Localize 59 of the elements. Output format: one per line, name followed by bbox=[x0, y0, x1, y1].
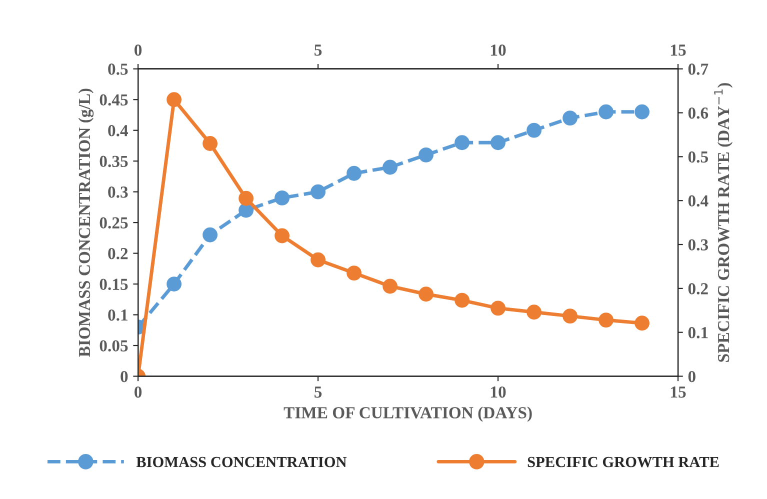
point bbox=[598, 312, 614, 328]
legend-label: SPECIFIC GROWTH RATE bbox=[528, 456, 719, 468]
point bbox=[382, 278, 398, 294]
y-tick-label: 0.4 bbox=[108, 125, 128, 136]
y-tick-label: 0.05 bbox=[100, 340, 128, 352]
point bbox=[346, 266, 362, 281]
y2-tick-label: 0.1 bbox=[688, 327, 708, 338]
x2-tick-label: 5 bbox=[314, 44, 322, 56]
y2-axis-title: SPECIFIC GROWTH RATE (DAY$^{−1}$) bbox=[714, 83, 733, 362]
point bbox=[562, 110, 578, 126]
point bbox=[310, 252, 326, 268]
x-tick-label: 0 bbox=[134, 386, 142, 398]
legend-label: BIOMASS CONCENTRATION bbox=[136, 456, 347, 468]
point bbox=[634, 104, 650, 120]
point bbox=[166, 92, 182, 108]
point bbox=[346, 166, 362, 181]
point bbox=[454, 135, 470, 150]
point bbox=[202, 136, 218, 151]
point bbox=[418, 147, 434, 162]
y-tick-label: 0.2 bbox=[108, 248, 128, 260]
y2-tick-label: 0.7 bbox=[688, 64, 708, 75]
point bbox=[526, 304, 542, 320]
point bbox=[490, 300, 506, 316]
y2-tick-label: 0.3 bbox=[688, 239, 708, 251]
y2-tick-label: 0.5 bbox=[688, 151, 708, 163]
point bbox=[634, 316, 650, 331]
point bbox=[562, 308, 578, 324]
point bbox=[274, 228, 290, 244]
point bbox=[490, 135, 506, 150]
y2-tick-label: 0.4 bbox=[688, 195, 708, 207]
point bbox=[274, 190, 290, 206]
y2-tick-label: 0.6 bbox=[688, 107, 708, 119]
y2-tick-label: 0 bbox=[688, 370, 696, 382]
point bbox=[238, 190, 254, 206]
x-tick-label: 10 bbox=[491, 386, 506, 398]
y-tick-label: 0.35 bbox=[100, 156, 128, 168]
point bbox=[382, 160, 398, 175]
y-tick-label: 0.3 bbox=[108, 186, 128, 198]
point bbox=[202, 227, 218, 242]
x2-tick-label: 15 bbox=[671, 44, 686, 56]
point bbox=[310, 184, 326, 200]
x2-tick-label: 0 bbox=[134, 44, 142, 56]
y-tick-label: 0.25 bbox=[100, 217, 128, 229]
point bbox=[418, 286, 434, 302]
y2-tick-label: 0.2 bbox=[688, 283, 708, 294]
point bbox=[454, 292, 470, 308]
point bbox=[598, 104, 614, 120]
y-tick-label: 0.15 bbox=[100, 278, 128, 290]
y-tick-label: 0.1 bbox=[108, 309, 128, 321]
y-tick-label: 0 bbox=[120, 370, 128, 382]
x-tick-label: 5 bbox=[314, 386, 322, 398]
point bbox=[526, 122, 542, 138]
y-tick-label: 0.45 bbox=[100, 94, 128, 106]
x2-tick-label: 10 bbox=[491, 44, 506, 56]
y-axis-title: BIOMASS CONCENTRATION (g/L) bbox=[78, 88, 94, 357]
y-tick-label: 0.5 bbox=[108, 64, 128, 75]
x-tick-label: 15 bbox=[671, 386, 686, 398]
point bbox=[166, 276, 182, 292]
x-axis-title: TIME OF CULTIVATION (DAYS) bbox=[284, 406, 532, 422]
